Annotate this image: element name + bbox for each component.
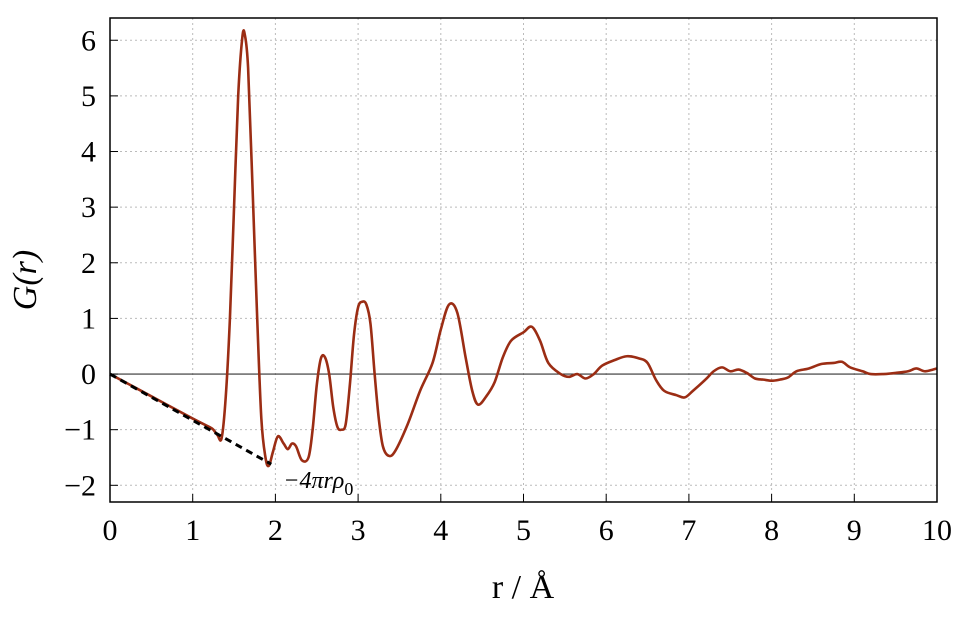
y-tick-label: 4 — [81, 136, 96, 169]
y-tick-label: −2 — [64, 469, 96, 502]
x-tick-label: 9 — [847, 514, 862, 547]
x-tick-label: 3 — [351, 514, 366, 547]
y-tick-label: −1 — [64, 414, 96, 447]
x-tick-label: 0 — [103, 514, 118, 547]
x-tick-label: 10 — [922, 514, 952, 547]
x-tick-label: 2 — [268, 514, 283, 547]
x-tick-label: 1 — [185, 514, 200, 547]
y-tick-label: 0 — [81, 358, 96, 391]
y-axis-label: G(r) — [7, 250, 44, 310]
annotation: −4πrρ0 — [283, 468, 353, 499]
x-tick-label: 8 — [764, 514, 779, 547]
annotation-subscript: 0 — [344, 479, 353, 499]
annotation-text: −4πrρ — [283, 468, 344, 494]
y-tick-label: 2 — [81, 247, 96, 280]
x-tick-label: 7 — [681, 514, 696, 547]
plot-area — [109, 29, 938, 468]
y-tick-label: 1 — [81, 302, 96, 335]
y-tick-label: 5 — [81, 80, 96, 113]
y-tick-label: 3 — [81, 191, 96, 224]
series-line — [109, 29, 938, 468]
x-axis-label: r / Å — [492, 569, 555, 606]
x-tick-label: 6 — [599, 514, 614, 547]
grid — [109, 18, 938, 502]
x-tick-label: 4 — [433, 514, 448, 547]
series-line — [109, 372, 272, 466]
x-tick-label: 5 — [516, 514, 531, 547]
y-tick-label: 6 — [81, 24, 96, 57]
